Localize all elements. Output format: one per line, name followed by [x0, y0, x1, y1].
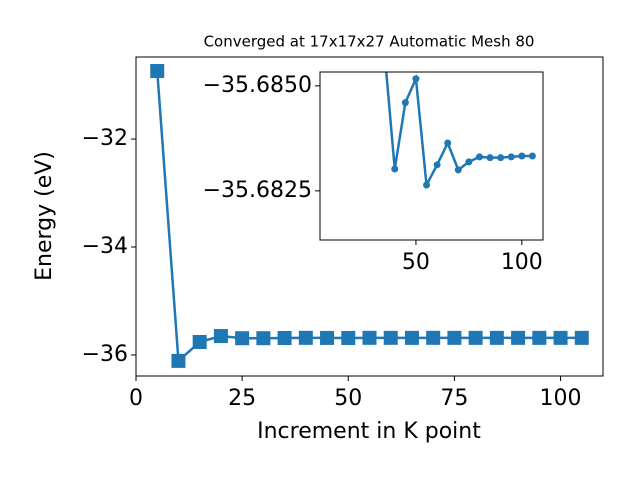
marker: [447, 330, 462, 345]
marker: [465, 158, 473, 166]
marker: [468, 330, 483, 345]
marker: [277, 330, 292, 345]
marker: [454, 166, 462, 174]
marker: [489, 330, 504, 345]
axes-frame: [319, 71, 544, 241]
marker: [475, 153, 483, 161]
marker: [433, 161, 441, 169]
marker: [192, 334, 207, 349]
marker: [507, 153, 515, 161]
marker: [528, 152, 536, 160]
marker: [320, 330, 335, 345]
x-tick-label: 25: [228, 386, 256, 411]
marker: [426, 330, 441, 345]
x-tick-label: 75: [440, 386, 468, 411]
chart-title: Converged at 17x17x27 Automatic Mesh 80: [204, 33, 535, 51]
marker: [341, 330, 356, 345]
x-tick-label: 100: [540, 386, 582, 411]
marker: [412, 75, 420, 83]
marker: [362, 330, 377, 345]
marker: [235, 331, 250, 346]
x-tick-label: 100: [501, 250, 543, 275]
plot-area: [320, 72, 543, 240]
marker: [401, 99, 409, 107]
y-tick-label: −35.6850: [203, 73, 312, 98]
x-axis-label: Increment in K point: [257, 419, 481, 444]
axes-frame: [135, 56, 604, 377]
marker: [213, 329, 228, 344]
y-tick-label: −36: [82, 342, 128, 367]
marker: [256, 331, 271, 346]
series-group: [150, 64, 589, 368]
marker: [486, 154, 494, 162]
marker: [444, 139, 452, 147]
marker: [532, 330, 547, 345]
y-axis-label: Energy (eV): [32, 151, 57, 281]
marker: [511, 330, 526, 345]
x-tick-label: 0: [129, 386, 143, 411]
x-tick-label: 50: [402, 250, 430, 275]
marker: [391, 165, 399, 173]
y-tick-label: −35.6825: [203, 178, 312, 203]
marker: [518, 152, 526, 160]
marker: [404, 330, 419, 345]
x-tick-label: 50: [334, 386, 362, 411]
marker: [383, 330, 398, 345]
marker: [553, 330, 568, 345]
marker: [497, 154, 505, 162]
y-tick-label: −34: [82, 234, 128, 259]
marker: [171, 353, 186, 368]
marker: [423, 181, 431, 189]
marker: [150, 64, 165, 79]
marker: [574, 330, 589, 345]
marker: [298, 330, 313, 345]
series-group: [385, 72, 536, 190]
y-tick-label: −32: [82, 126, 128, 151]
